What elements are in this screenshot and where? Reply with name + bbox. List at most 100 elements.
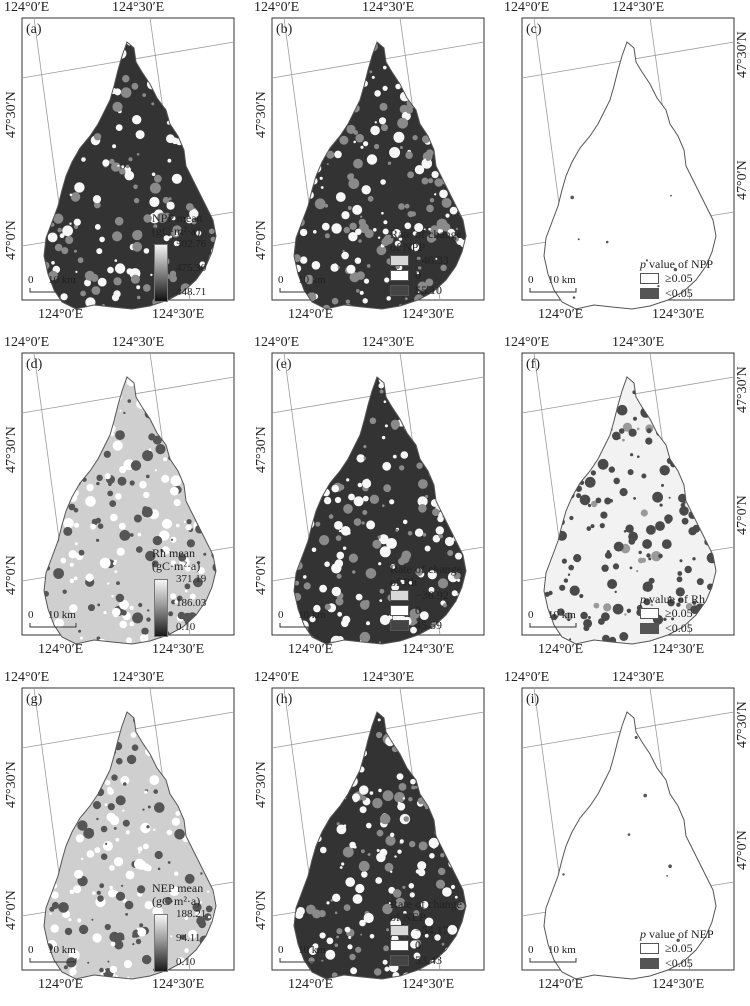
legend-item-label: ≥0.05: [665, 270, 693, 285]
longitude-label-bottom: 124°30′E: [152, 307, 205, 322]
latitude-label-right: 47°30′N: [735, 366, 750, 413]
legend-title: p value of NEP: [640, 928, 714, 941]
scale-bar-label: 10 km: [48, 944, 76, 956]
legend: Rh mean (gC·m²·a): [152, 547, 200, 572]
panel-letter: (g): [26, 692, 43, 707]
legend-title: Rate of change: [390, 562, 462, 576]
longitude-label-bottom: 124°0′E: [288, 642, 334, 657]
legend-swatch: [640, 622, 659, 634]
legend-item-label: <0.05: [665, 285, 693, 300]
legend: p value of NPP ≥0.05 <0.05: [640, 258, 713, 301]
longitude-label-top: 124°0′E: [504, 670, 550, 685]
longitude-label-top: 124°0′E: [504, 335, 550, 350]
legend-item: −54.17: [390, 923, 462, 938]
legend-item-label: 55.10: [415, 283, 442, 298]
legend-title-rest: value of NEP: [646, 927, 714, 941]
region-fill: [44, 712, 216, 979]
legend-title-rest: value of Rh: [646, 592, 705, 606]
legend-value-max: 502.76: [176, 238, 207, 250]
latitude-label-left: 47°0′N: [254, 555, 269, 595]
latitude-label-left: 47°30′N: [254, 91, 269, 138]
scale-bar: [529, 958, 577, 963]
legend-swatch: [390, 270, 409, 282]
map-panel: 124°0′E 124°30′E 124°0′E 124°30′E 47°30′N 47°…: [500, 0, 750, 335]
longitude-label-bottom: 124°0′E: [538, 977, 584, 992]
map-panel: 124°0′E 124°30′E 124°0′E 124°30′E 47°30′N 47°…: [250, 335, 500, 670]
panel-letter: (f): [526, 357, 540, 372]
legend-item: ≥0.05: [640, 941, 714, 956]
longitude-label-bottom: 124°0′E: [38, 307, 84, 322]
map-panel: 124°0′E 124°30′E 124°0′E 124°30′E 47°30′N 47°…: [500, 335, 750, 670]
legend-value-min: 0.10: [176, 956, 196, 968]
map-canvas: [271, 17, 485, 310]
legend-item-label: 53.43: [415, 953, 442, 968]
legend-swatch: [640, 287, 659, 299]
legend-swatch: [640, 957, 659, 969]
map-canvas: [21, 352, 235, 645]
legend-value-max: 371.19: [176, 573, 207, 585]
panel-letter: (b): [276, 22, 293, 37]
longitude-label-bottom: 124°30′E: [652, 642, 705, 657]
legend-swatch: [390, 620, 409, 632]
longitude-label-bottom: 124°0′E: [288, 977, 334, 992]
longitude-label-bottom: 124°30′E: [402, 977, 455, 992]
scale-bar: [29, 958, 77, 963]
longitude-label-top: 124°30′E: [112, 335, 165, 350]
latitude-label-right: 47°0′N: [735, 830, 750, 870]
legend-item-label: 0: [415, 603, 421, 618]
latitude-label-left: 47°30′N: [254, 426, 269, 473]
legend-value-min: 448.71: [176, 286, 207, 298]
map-panel: 124°0′E 124°30′E 124°0′E 124°30′E 47°30′N 47°…: [0, 670, 250, 1005]
scale-bar-label: 10 km: [48, 274, 76, 286]
legend-item-label: 0: [415, 268, 421, 283]
region-fill: [294, 42, 466, 309]
map-panel: 124°0′E 124°30′E 124°0′E 124°30′E 47°30′N 47°…: [250, 0, 500, 335]
panel-letter: (d): [26, 357, 43, 372]
legend-title: p value of Rh: [640, 593, 705, 606]
legend-title-p: p: [640, 927, 646, 941]
legend-item: 55.10: [390, 283, 462, 298]
legend-swatch: [390, 940, 409, 952]
legend-color-ramp: [154, 579, 168, 637]
legend-value-max: 188.21: [176, 908, 207, 920]
scale-bar-label: 10 km: [548, 274, 576, 286]
longitude-label-top: 124°0′E: [504, 0, 550, 15]
legend-item: ≥0.05: [640, 606, 705, 621]
legend-title-line2: of NPP: [390, 239, 426, 254]
legend-item: <0.05: [640, 621, 705, 636]
legend-value-min: 0.10: [176, 621, 196, 633]
region-outline: [43, 711, 217, 980]
scale-bar-zero: 0: [278, 274, 284, 286]
legend-title-p: p: [640, 592, 646, 606]
legend: NPP mean (gC·m²·a): [152, 212, 203, 237]
longitude-label-top: 124°0′E: [254, 335, 300, 350]
longitude-label-top: 124°0′E: [254, 670, 300, 685]
latitude-label-left: 47°0′N: [4, 220, 19, 260]
latitude-label-left: 47°30′N: [4, 426, 19, 473]
longitude-label-top: 124°0′E: [4, 0, 50, 15]
latitude-label-left: 47°0′N: [254, 220, 269, 260]
scale-bar-zero: 0: [528, 609, 534, 621]
scale-bar-zero: 0: [278, 944, 284, 956]
legend-item: <0.05: [640, 956, 714, 971]
scale-bar-zero: 0: [28, 944, 34, 956]
longitude-label-top: 124°30′E: [362, 335, 415, 350]
legend-color-ramp: [154, 244, 168, 302]
legend-item: 45.59: [390, 618, 462, 633]
latitude-label-left: 47°0′N: [4, 890, 19, 930]
region-fill: [544, 377, 716, 644]
legend-title: Rh mean: [152, 546, 195, 560]
legend-title: NPP mean: [152, 211, 203, 225]
legend-swatch: [640, 272, 659, 284]
scale-bar: [529, 623, 577, 628]
latitude-label-right: 47°0′N: [735, 495, 750, 535]
region-outline: [43, 41, 217, 310]
longitude-label-top: 124°30′E: [362, 0, 415, 15]
map-panel: 124°0′E 124°30′E 124°0′E 124°30′E 47°30′N 47°…: [0, 335, 250, 670]
scale-bar: [29, 288, 77, 293]
legend: Rate of change of NPP −46.33 0 55.10: [390, 228, 462, 298]
scale-bar: [279, 623, 327, 628]
legend-swatch: [390, 590, 409, 602]
legend-title: NEP mean: [152, 881, 204, 895]
latitude-label-left: 47°30′N: [4, 91, 19, 138]
